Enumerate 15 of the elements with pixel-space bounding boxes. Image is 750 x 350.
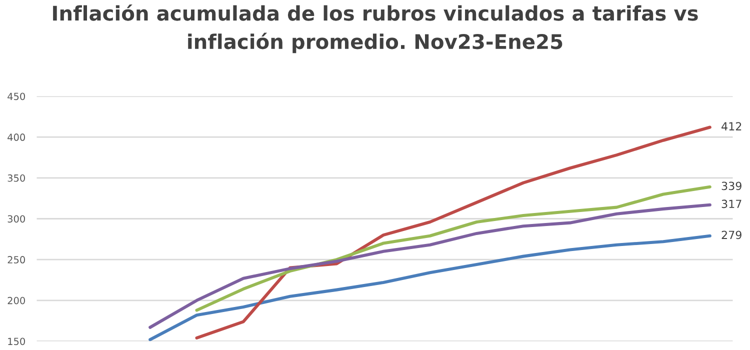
data-label: 317 xyxy=(722,200,742,208)
chart-title: Inflación acumulada de los rubros vinculados a tarifas vs inflación promedio. Nov23-Ene25 xyxy=(53,4,698,54)
line-series xyxy=(148,234,712,342)
y-tick-label: 250 xyxy=(8,256,25,264)
line-series xyxy=(148,203,712,329)
y-tick-label: 450 xyxy=(8,92,25,100)
data-label: 412 xyxy=(722,122,742,130)
y-tick-label: 350 xyxy=(8,174,25,182)
y-tick-label: 150 xyxy=(8,338,25,346)
data-label: 279 xyxy=(722,230,742,240)
y-tick-label: 300 xyxy=(8,215,25,223)
data-label: 339 xyxy=(722,182,742,190)
y-tick-label: 200 xyxy=(8,296,25,304)
y-tick-label: 400 xyxy=(8,134,25,141)
line-series xyxy=(195,185,712,312)
